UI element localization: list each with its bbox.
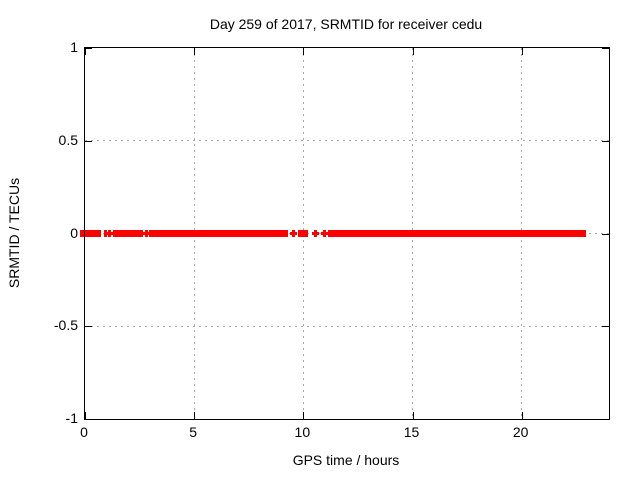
data-segment <box>112 230 144 237</box>
y-tick <box>85 140 92 142</box>
data-point-marker <box>292 230 295 237</box>
y-tick-label: 0 <box>70 224 78 241</box>
y-tick-mirror <box>602 326 609 328</box>
data-segment <box>297 230 309 237</box>
data-segment <box>328 230 587 237</box>
x-tick <box>412 412 414 419</box>
y-tick-mirror <box>602 419 609 420</box>
plot-area <box>79 47 610 420</box>
data-segment <box>79 230 84 237</box>
y-axis-label: SRMTID / TECUs <box>6 177 22 289</box>
chart-title: Day 259 of 2017, SRMTID for receiver ced… <box>209 16 483 32</box>
data-point-marker <box>107 230 111 237</box>
y-tick <box>85 419 92 420</box>
x-tick-mirror <box>85 48 86 55</box>
data-segment <box>85 230 101 237</box>
x-tick <box>521 412 523 419</box>
x-tick-mirror <box>521 48 523 55</box>
gridline-horizontal <box>85 325 609 327</box>
y-tick-label: 1 <box>70 39 78 55</box>
x-tick <box>85 412 86 419</box>
x-tick-label: 10 <box>294 424 311 440</box>
y-tick-label: -1 <box>65 410 78 426</box>
y-tick-label: 0.5 <box>58 131 78 148</box>
x-tick-mirror <box>194 48 196 55</box>
y-tick-mirror <box>602 48 609 49</box>
x-tick-label: 0 <box>80 424 88 440</box>
x-axis-label: GPS time / hours <box>292 452 400 468</box>
data-point-marker <box>313 230 317 237</box>
data-point-marker <box>144 230 148 237</box>
y-tick-mirror <box>602 140 609 142</box>
data-point-marker <box>322 230 326 237</box>
gridline-horizontal <box>85 140 609 142</box>
data-segment <box>149 230 288 237</box>
y-tick <box>85 326 92 328</box>
data-segment <box>103 230 108 237</box>
y-tick-mirror <box>602 233 609 235</box>
x-tick-mirror <box>303 48 305 55</box>
x-tick-label: 15 <box>403 424 420 440</box>
x-tick-mirror <box>412 48 414 55</box>
y-tick <box>85 48 92 49</box>
x-tick <box>303 412 305 419</box>
y-tick-label: -0.5 <box>53 317 78 334</box>
x-tick-label: 20 <box>512 424 529 440</box>
x-tick-label: 5 <box>189 424 198 440</box>
x-tick <box>194 412 196 419</box>
